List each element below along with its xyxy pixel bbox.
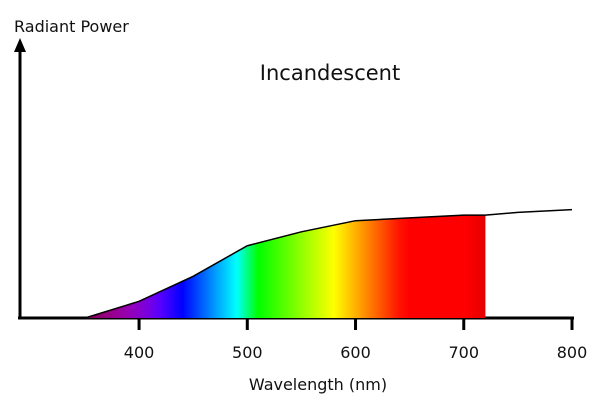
y-axis-arrow xyxy=(14,38,26,52)
x-tick-label: 400 xyxy=(124,343,155,362)
x-axis-label: Wavelength (nm) xyxy=(249,375,387,394)
x-tick-label: 800 xyxy=(557,343,588,362)
x-tick-label: 700 xyxy=(448,343,479,362)
x-tick-label: 500 xyxy=(232,343,263,362)
curve xyxy=(84,208,573,319)
y-axis-label: Radiant Power xyxy=(14,17,129,36)
x-tick-label: 600 xyxy=(340,343,371,362)
spectrum-fill xyxy=(84,215,486,318)
chart-title: Incandescent xyxy=(260,61,400,85)
